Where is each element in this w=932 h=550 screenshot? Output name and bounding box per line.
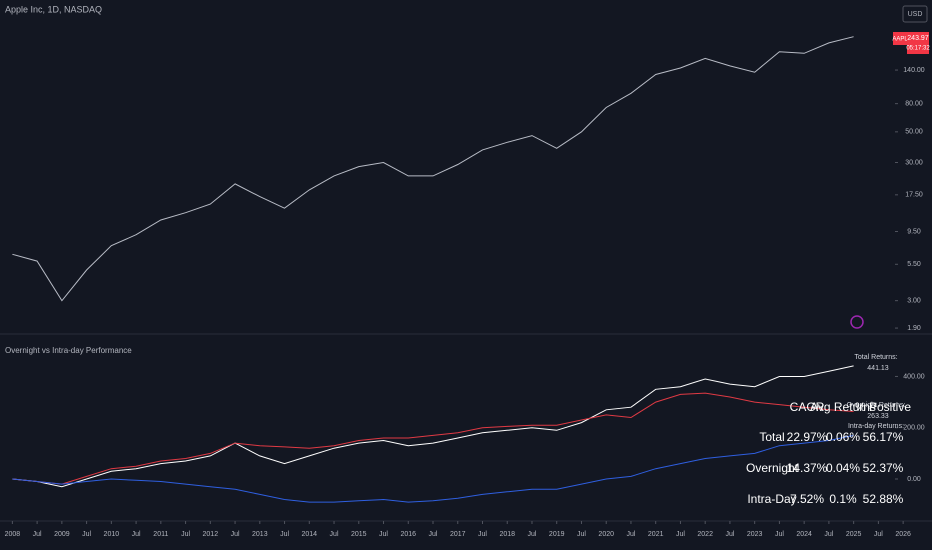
x-tick-label: Jul	[478, 531, 487, 538]
table-cell: 14.37%	[787, 461, 828, 475]
end-label-name: Total Returns:	[854, 354, 897, 361]
y-tick-label: 9.50	[907, 228, 921, 235]
x-tick-label: 2020	[598, 531, 614, 538]
table-cell: 0.06%	[826, 430, 860, 444]
table-header: Avg Returns	[810, 400, 876, 414]
table-row-label: Intra-Day	[747, 492, 796, 506]
end-label-name: Intra-day Returns:	[848, 423, 904, 430]
x-tick-label: 2026	[895, 531, 911, 538]
pane-title: Overnight vs Intra-day Performance	[5, 346, 132, 355]
x-tick-label: Jul	[528, 531, 537, 538]
table-row-label: Overnight	[746, 461, 799, 475]
series-line	[12, 434, 854, 503]
last-price: 243.97	[907, 35, 929, 42]
x-tick-label: Jul	[874, 531, 883, 538]
x-tick-label: 2022	[697, 531, 713, 538]
x-tick-label: 2011	[153, 531, 168, 538]
end-label-value: 263.33	[867, 413, 889, 420]
y-tick-label: 30.00	[905, 159, 923, 166]
series-line	[12, 365, 854, 488]
x-tick-label: Jul	[577, 531, 586, 538]
x-tick-label: 2008	[5, 531, 21, 538]
table-cell: 56.17%	[863, 430, 904, 444]
series-line	[12, 392, 854, 485]
x-tick-label: 2013	[252, 531, 268, 538]
x-tick-label: 2018	[499, 531, 515, 538]
y-tick-label: 200.00	[903, 425, 925, 432]
price-tag	[907, 32, 929, 54]
countdown: 05:17:32	[906, 46, 930, 52]
x-tick-label: Jul	[379, 531, 388, 538]
table-cell: 7.52%	[790, 492, 824, 506]
x-tick-label: 2009	[54, 531, 70, 538]
x-tick-label: 2017	[450, 531, 466, 538]
x-tick-label: 2010	[104, 531, 120, 538]
y-tick-label: 140.00	[903, 67, 925, 74]
x-tick-label: 2025	[846, 531, 862, 538]
symbol: AAPL	[892, 37, 908, 43]
symbol-tag	[893, 32, 907, 45]
table-cell: 52.88%	[863, 492, 904, 506]
x-tick-label: Jul	[33, 531, 42, 538]
y-tick-label: 5.50	[907, 261, 921, 268]
x-tick-label: Jul	[676, 531, 685, 538]
y-tick-label: 3.00	[907, 298, 921, 305]
x-tick-label: Jul	[280, 531, 289, 538]
table-row-label: Total	[759, 430, 784, 444]
x-tick-label: 2021	[648, 531, 664, 538]
x-tick-label: Jul	[82, 531, 91, 538]
x-tick-label: 2016	[400, 531, 416, 538]
y-tick-label: 80.00	[905, 100, 923, 107]
table-cell: 0.1%	[829, 492, 857, 506]
x-tick-label: Jul	[824, 531, 833, 538]
x-tick-label: 2019	[549, 531, 565, 538]
currency-box[interactable]	[902, 5, 928, 23]
end-label-value: 441.13	[867, 365, 889, 372]
event-icon[interactable]	[850, 315, 864, 329]
x-tick-label: Jul	[181, 531, 190, 538]
y-tick-label: 0.00	[907, 476, 921, 483]
x-tick-label: 2015	[351, 531, 367, 538]
table-cell: 0.04%	[826, 461, 860, 475]
x-tick-label: 2023	[747, 531, 763, 538]
chart-title: Apple Inc, 1D, NASDAQ	[5, 4, 102, 14]
x-tick-label: Jul	[132, 531, 141, 538]
x-tick-label: Jul	[725, 531, 734, 538]
y-tick-label: 400.00	[903, 373, 925, 380]
table-header: CAGR	[790, 400, 825, 414]
table-header: % Positive	[855, 400, 911, 414]
y-tick-label: 1.90	[907, 325, 921, 332]
y-tick-label: 50.00	[905, 129, 923, 136]
x-tick-label: 2014	[302, 531, 318, 538]
x-tick-label: Jul	[330, 531, 339, 538]
x-tick-label: Jul	[231, 531, 240, 538]
x-tick-label: Jul	[429, 531, 438, 538]
end-label-name: Overnight Returns:	[847, 402, 906, 409]
table-cell: 52.37%	[863, 461, 904, 475]
x-tick-label: 2012	[203, 531, 219, 538]
table-cell: 22.97%	[787, 430, 828, 444]
x-tick-label: Jul	[775, 531, 784, 538]
series-line	[12, 36, 854, 302]
currency: USD	[908, 11, 923, 18]
x-tick-label: 2024	[796, 531, 812, 538]
x-tick-label: Jul	[626, 531, 635, 538]
y-tick-label: 17.50	[905, 192, 923, 199]
